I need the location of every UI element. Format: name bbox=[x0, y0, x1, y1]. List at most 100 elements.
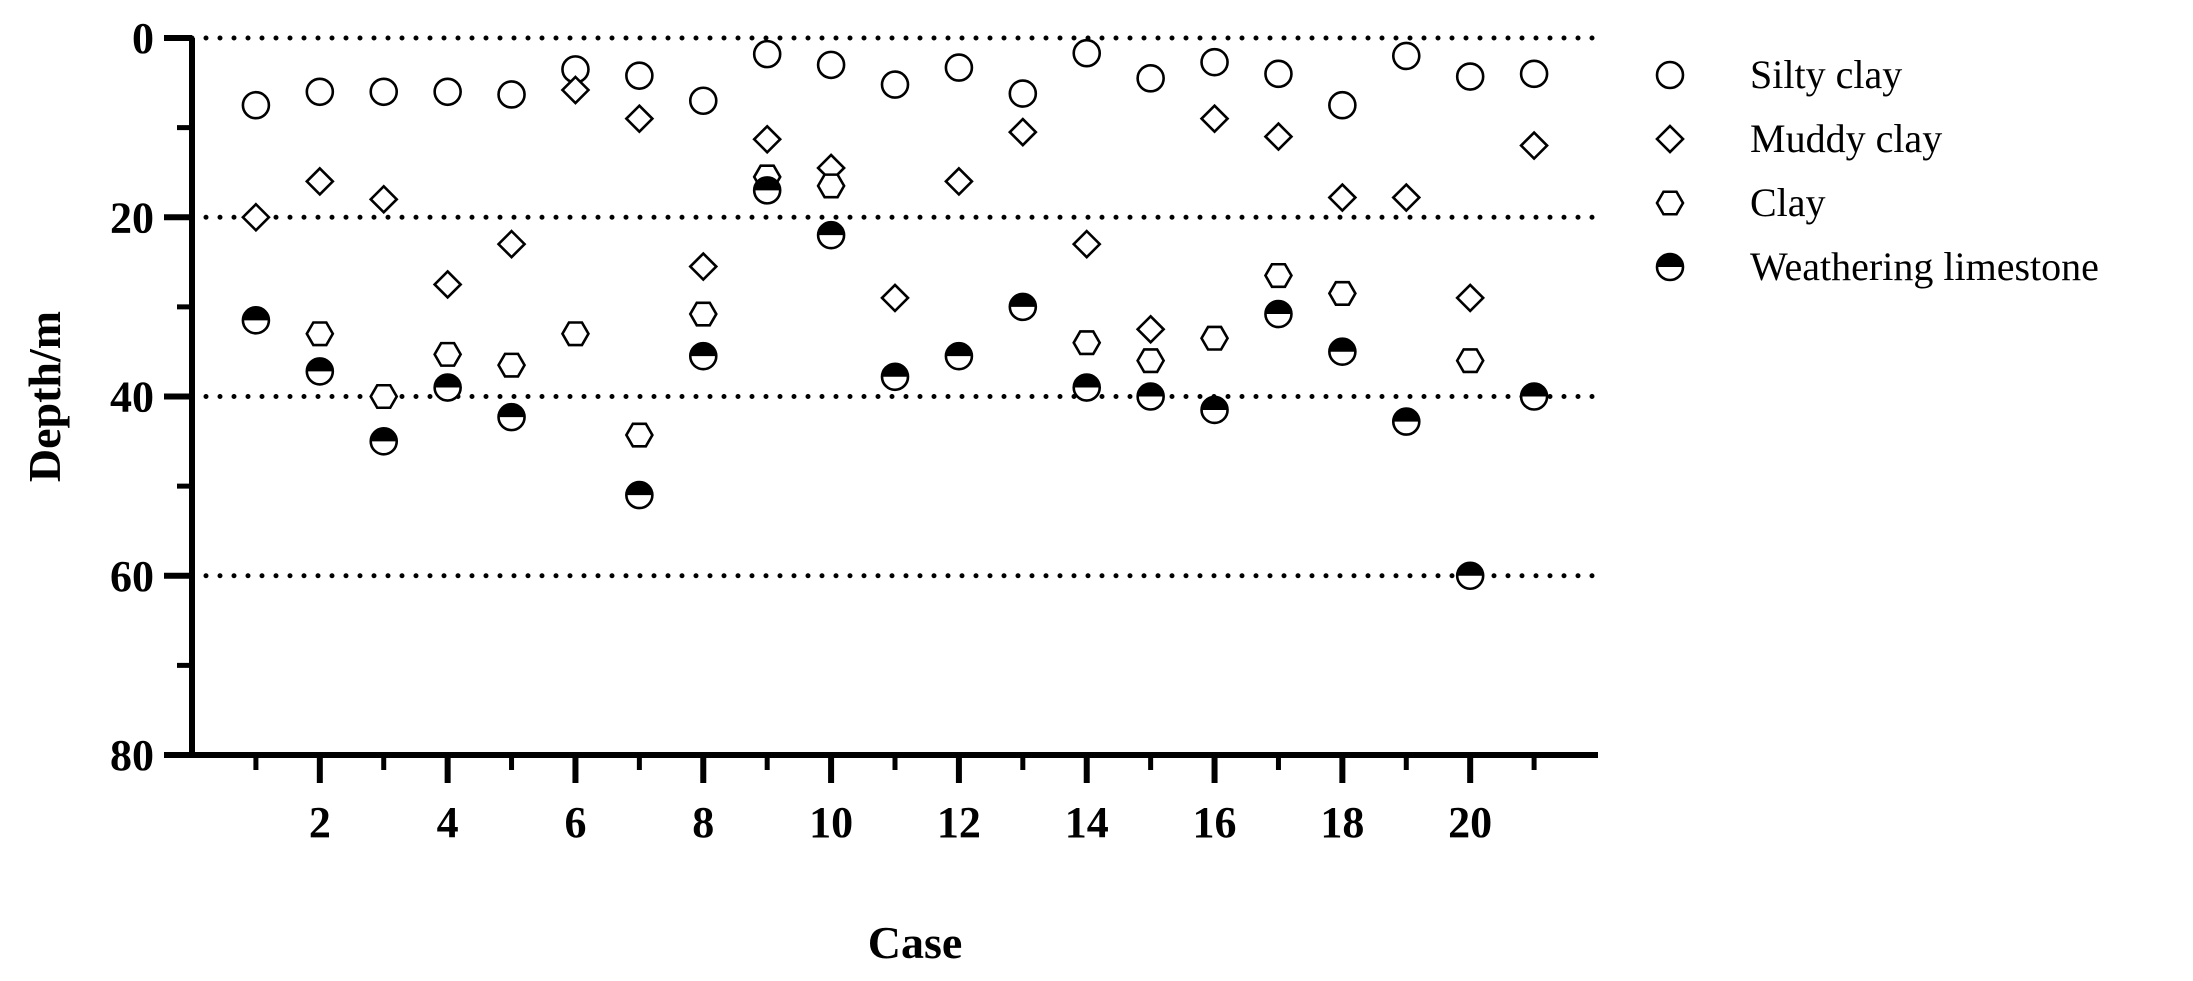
point-weathering-limestone-case-1 bbox=[241, 306, 271, 335]
point-clay-case-4 bbox=[433, 341, 463, 367]
axes: 0 20 40 60 80 2 4 6 8 10 12 14 16 18 20 Case Depth/m bbox=[19, 14, 1598, 968]
data-points bbox=[241, 38, 1549, 591]
point-weathering-limestone-case-11 bbox=[880, 362, 910, 392]
legend-item-muddy-clay: Muddy clay bbox=[1655, 116, 1942, 161]
point-silty-clay-case-15 bbox=[1136, 64, 1165, 93]
point-muddy-clay-case-3 bbox=[368, 184, 399, 215]
point-weathering-limestone-case-2 bbox=[305, 357, 335, 386]
legend-label-silty-clay: Silty clay bbox=[1750, 52, 1902, 97]
x-tick-label-6: 6 bbox=[564, 798, 586, 847]
legend-marker-muddy-clay bbox=[1655, 124, 1685, 154]
point-weathering-limestone-case-18 bbox=[1328, 337, 1357, 366]
point-clay-case-14 bbox=[1072, 330, 1102, 356]
point-muddy-clay-case-7 bbox=[624, 103, 655, 134]
point-silty-clay-case-19 bbox=[1391, 41, 1421, 71]
point-muddy-clay-case-1 bbox=[241, 202, 271, 233]
y-tick-label-80: 80 bbox=[110, 731, 154, 780]
point-clay-case-2 bbox=[305, 321, 335, 347]
legend-marker-weathering-limestone bbox=[1655, 252, 1685, 282]
point-clay-case-18 bbox=[1327, 280, 1357, 306]
x-tick-label-20: 20 bbox=[1448, 798, 1492, 847]
point-muddy-clay-case-21 bbox=[1519, 130, 1549, 161]
point-silty-clay-case-12 bbox=[944, 53, 974, 82]
x-tick-label-14: 14 bbox=[1065, 798, 1109, 847]
point-clay-case-15 bbox=[1136, 348, 1166, 374]
point-muddy-clay-case-8 bbox=[688, 251, 719, 282]
point-silty-clay-case-20 bbox=[1455, 62, 1485, 91]
series-clay bbox=[305, 164, 1485, 448]
point-muddy-clay-case-17 bbox=[1263, 121, 1294, 152]
x-tick-label-12: 12 bbox=[937, 798, 981, 847]
point-weathering-limestone-case-15 bbox=[1136, 382, 1165, 411]
point-silty-clay-case-4 bbox=[433, 77, 462, 107]
point-clay-case-8 bbox=[688, 301, 718, 327]
point-weathering-limestone-case-16 bbox=[1200, 395, 1229, 425]
point-weathering-limestone-case-12 bbox=[944, 341, 974, 371]
point-clay-case-17 bbox=[1263, 262, 1293, 289]
point-muddy-clay-case-19 bbox=[1391, 182, 1422, 213]
point-weathering-limestone-case-21 bbox=[1519, 382, 1549, 411]
point-muddy-clay-case-9 bbox=[752, 124, 783, 155]
x-axis-title: Case bbox=[868, 917, 963, 968]
point-weathering-limestone-case-13 bbox=[1008, 292, 1038, 322]
point-weathering-limestone-case-7 bbox=[625, 480, 654, 510]
x-tick-label-18: 18 bbox=[1320, 798, 1364, 847]
point-muddy-clay-case-6 bbox=[560, 75, 591, 105]
point-muddy-clay-case-11 bbox=[880, 283, 910, 313]
point-clay-case-10 bbox=[816, 173, 846, 199]
point-silty-clay-case-21 bbox=[1519, 59, 1549, 89]
legend-item-clay: Clay bbox=[1655, 180, 1826, 225]
point-clay-case-20 bbox=[1455, 348, 1485, 374]
point-muddy-clay-case-5 bbox=[496, 229, 527, 259]
point-clay-case-3 bbox=[369, 383, 399, 410]
point-weathering-limestone-case-17 bbox=[1264, 299, 1293, 329]
legend-item-silty-clay: Silty clay bbox=[1655, 52, 1902, 97]
legend-item-weathering-limestone: Weathering limestone bbox=[1655, 244, 2099, 289]
point-weathering-limestone-case-4 bbox=[433, 373, 462, 402]
legend-label-muddy-clay: Muddy clay bbox=[1750, 116, 1942, 161]
x-tick-label-4: 4 bbox=[437, 798, 459, 847]
legend-marker-clay bbox=[1655, 190, 1685, 216]
point-silty-clay-case-14 bbox=[1072, 38, 1102, 68]
point-muddy-clay-case-13 bbox=[1007, 117, 1038, 147]
legend-label-clay: Clay bbox=[1750, 180, 1826, 225]
y-tick-label-60: 60 bbox=[110, 552, 154, 601]
point-silty-clay-case-5 bbox=[497, 80, 526, 109]
point-clay-case-7 bbox=[624, 422, 654, 448]
point-weathering-limestone-case-20 bbox=[1455, 561, 1485, 591]
point-weathering-limestone-case-8 bbox=[688, 341, 718, 371]
point-silty-clay-case-18 bbox=[1328, 90, 1357, 120]
point-muddy-clay-case-16 bbox=[1199, 103, 1230, 134]
y-tick-label-40: 40 bbox=[110, 373, 154, 422]
point-weathering-limestone-case-14 bbox=[1072, 373, 1102, 402]
y-tick-label-20: 20 bbox=[110, 193, 154, 242]
series-weathering-limestone bbox=[241, 176, 1549, 591]
point-silty-clay-case-17 bbox=[1264, 59, 1293, 89]
point-muddy-clay-case-15 bbox=[1135, 314, 1166, 345]
point-muddy-clay-case-12 bbox=[944, 166, 974, 197]
point-muddy-clay-case-4 bbox=[432, 269, 463, 300]
point-silty-clay-case-2 bbox=[305, 77, 335, 107]
series-silty-clay bbox=[241, 38, 1549, 120]
point-weathering-limestone-case-10 bbox=[816, 220, 846, 250]
x-tick-label-8: 8 bbox=[692, 798, 714, 847]
point-muddy-clay-case-18 bbox=[1327, 182, 1358, 213]
point-weathering-limestone-case-3 bbox=[369, 427, 399, 456]
point-silty-clay-case-3 bbox=[369, 77, 399, 107]
point-silty-clay-case-13 bbox=[1008, 79, 1038, 108]
legend: Silty clay Muddy clay Clay Weathering limes… bbox=[1655, 52, 2099, 289]
x-tick-label-16: 16 bbox=[1193, 798, 1237, 847]
point-silty-clay-case-7 bbox=[625, 61, 654, 90]
point-muddy-clay-case-2 bbox=[304, 166, 335, 197]
point-silty-clay-case-1 bbox=[241, 90, 271, 120]
point-weathering-limestone-case-9 bbox=[752, 176, 782, 205]
point-silty-clay-case-11 bbox=[880, 70, 910, 99]
point-muddy-clay-case-14 bbox=[1071, 229, 1102, 259]
point-clay-case-6 bbox=[560, 321, 590, 347]
y-axis-title: Depth/m bbox=[19, 311, 70, 482]
y-tick-label-0: 0 bbox=[132, 14, 154, 63]
x-tick-label-10: 10 bbox=[809, 798, 853, 847]
point-silty-clay-case-10 bbox=[816, 50, 846, 80]
point-weathering-limestone-case-5 bbox=[497, 402, 526, 432]
point-clay-case-5 bbox=[497, 352, 527, 378]
